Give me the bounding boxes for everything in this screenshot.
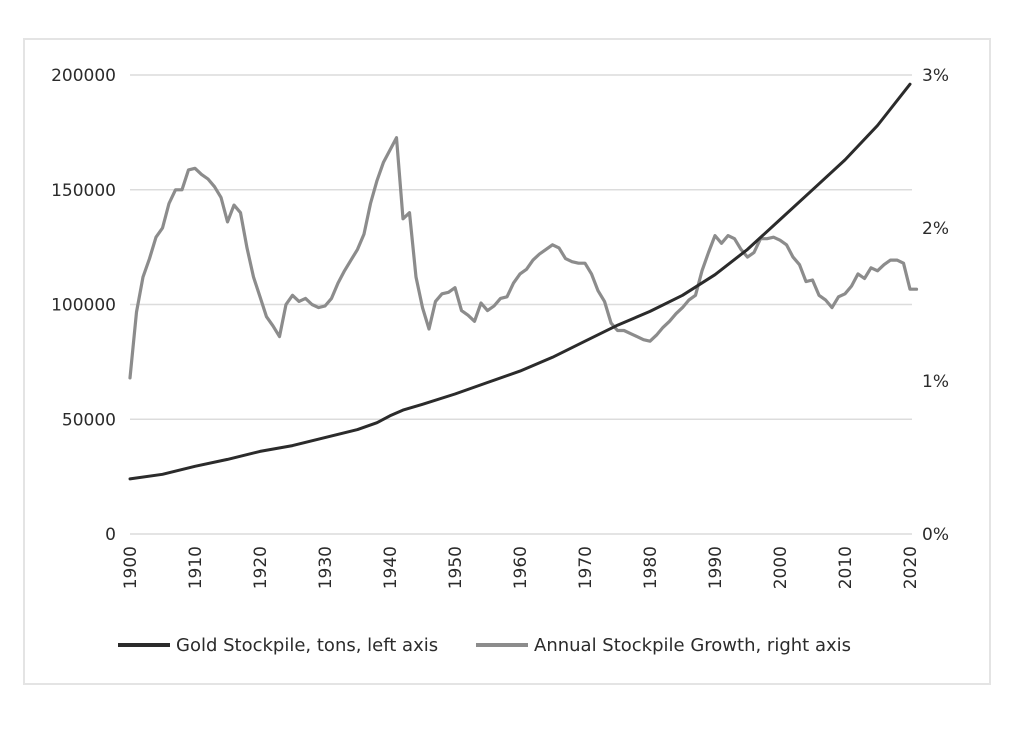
left-tick-label: 100000 bbox=[51, 296, 116, 316]
series-line-annual-growth bbox=[128, 136, 919, 380]
left-tick-label: 200000 bbox=[51, 66, 116, 86]
right-tick-label: 1% bbox=[922, 372, 949, 392]
chart-frame bbox=[23, 38, 991, 685]
legend-item-annual-growth-label: Annual Stockpile Growth, right axis bbox=[534, 635, 851, 656]
x-tick-label: 1990 bbox=[706, 546, 726, 589]
x-tick-label: 2010 bbox=[836, 546, 856, 589]
legend-item-gold-stockpile-label: Gold Stockpile, tons, left axis bbox=[176, 635, 438, 656]
series-layer bbox=[128, 82, 919, 481]
x-tick-label: 1960 bbox=[511, 546, 531, 589]
series-line-gold-stockpile bbox=[128, 82, 912, 481]
x-tick-label: 1920 bbox=[251, 546, 271, 589]
left-tick-label: 50000 bbox=[62, 410, 116, 430]
left-axis-ticks: 0 50000 100000 150000 200000 bbox=[51, 66, 116, 545]
x-tick-label: 1900 bbox=[121, 546, 141, 589]
x-tick-label: 1970 bbox=[576, 546, 596, 589]
left-tick-label: 0 bbox=[105, 525, 116, 545]
x-tick-label: 2020 bbox=[901, 546, 921, 589]
right-tick-label: 0% bbox=[922, 525, 949, 545]
right-axis-ticks: 0% 1% 2% 3% bbox=[922, 66, 949, 545]
right-tick-label: 2% bbox=[922, 219, 949, 239]
x-tick-label: 1910 bbox=[186, 546, 206, 589]
x-tick-label: 1950 bbox=[446, 546, 466, 589]
left-tick-label: 150000 bbox=[51, 181, 116, 201]
x-tick-label: 1980 bbox=[641, 546, 661, 589]
x-axis-ticks: 1900 1910 1920 1930 1940 1950 1960 1970 1980 1990… bbox=[121, 546, 921, 589]
legend: Gold Stockpile, tons, left axis Annual St… bbox=[118, 635, 851, 656]
x-tick-label: 2000 bbox=[771, 546, 791, 589]
x-tick-label: 1940 bbox=[381, 546, 401, 589]
x-tick-label: 1930 bbox=[316, 546, 336, 589]
gridlines bbox=[130, 74, 912, 535]
right-tick-label: 3% bbox=[922, 66, 949, 86]
